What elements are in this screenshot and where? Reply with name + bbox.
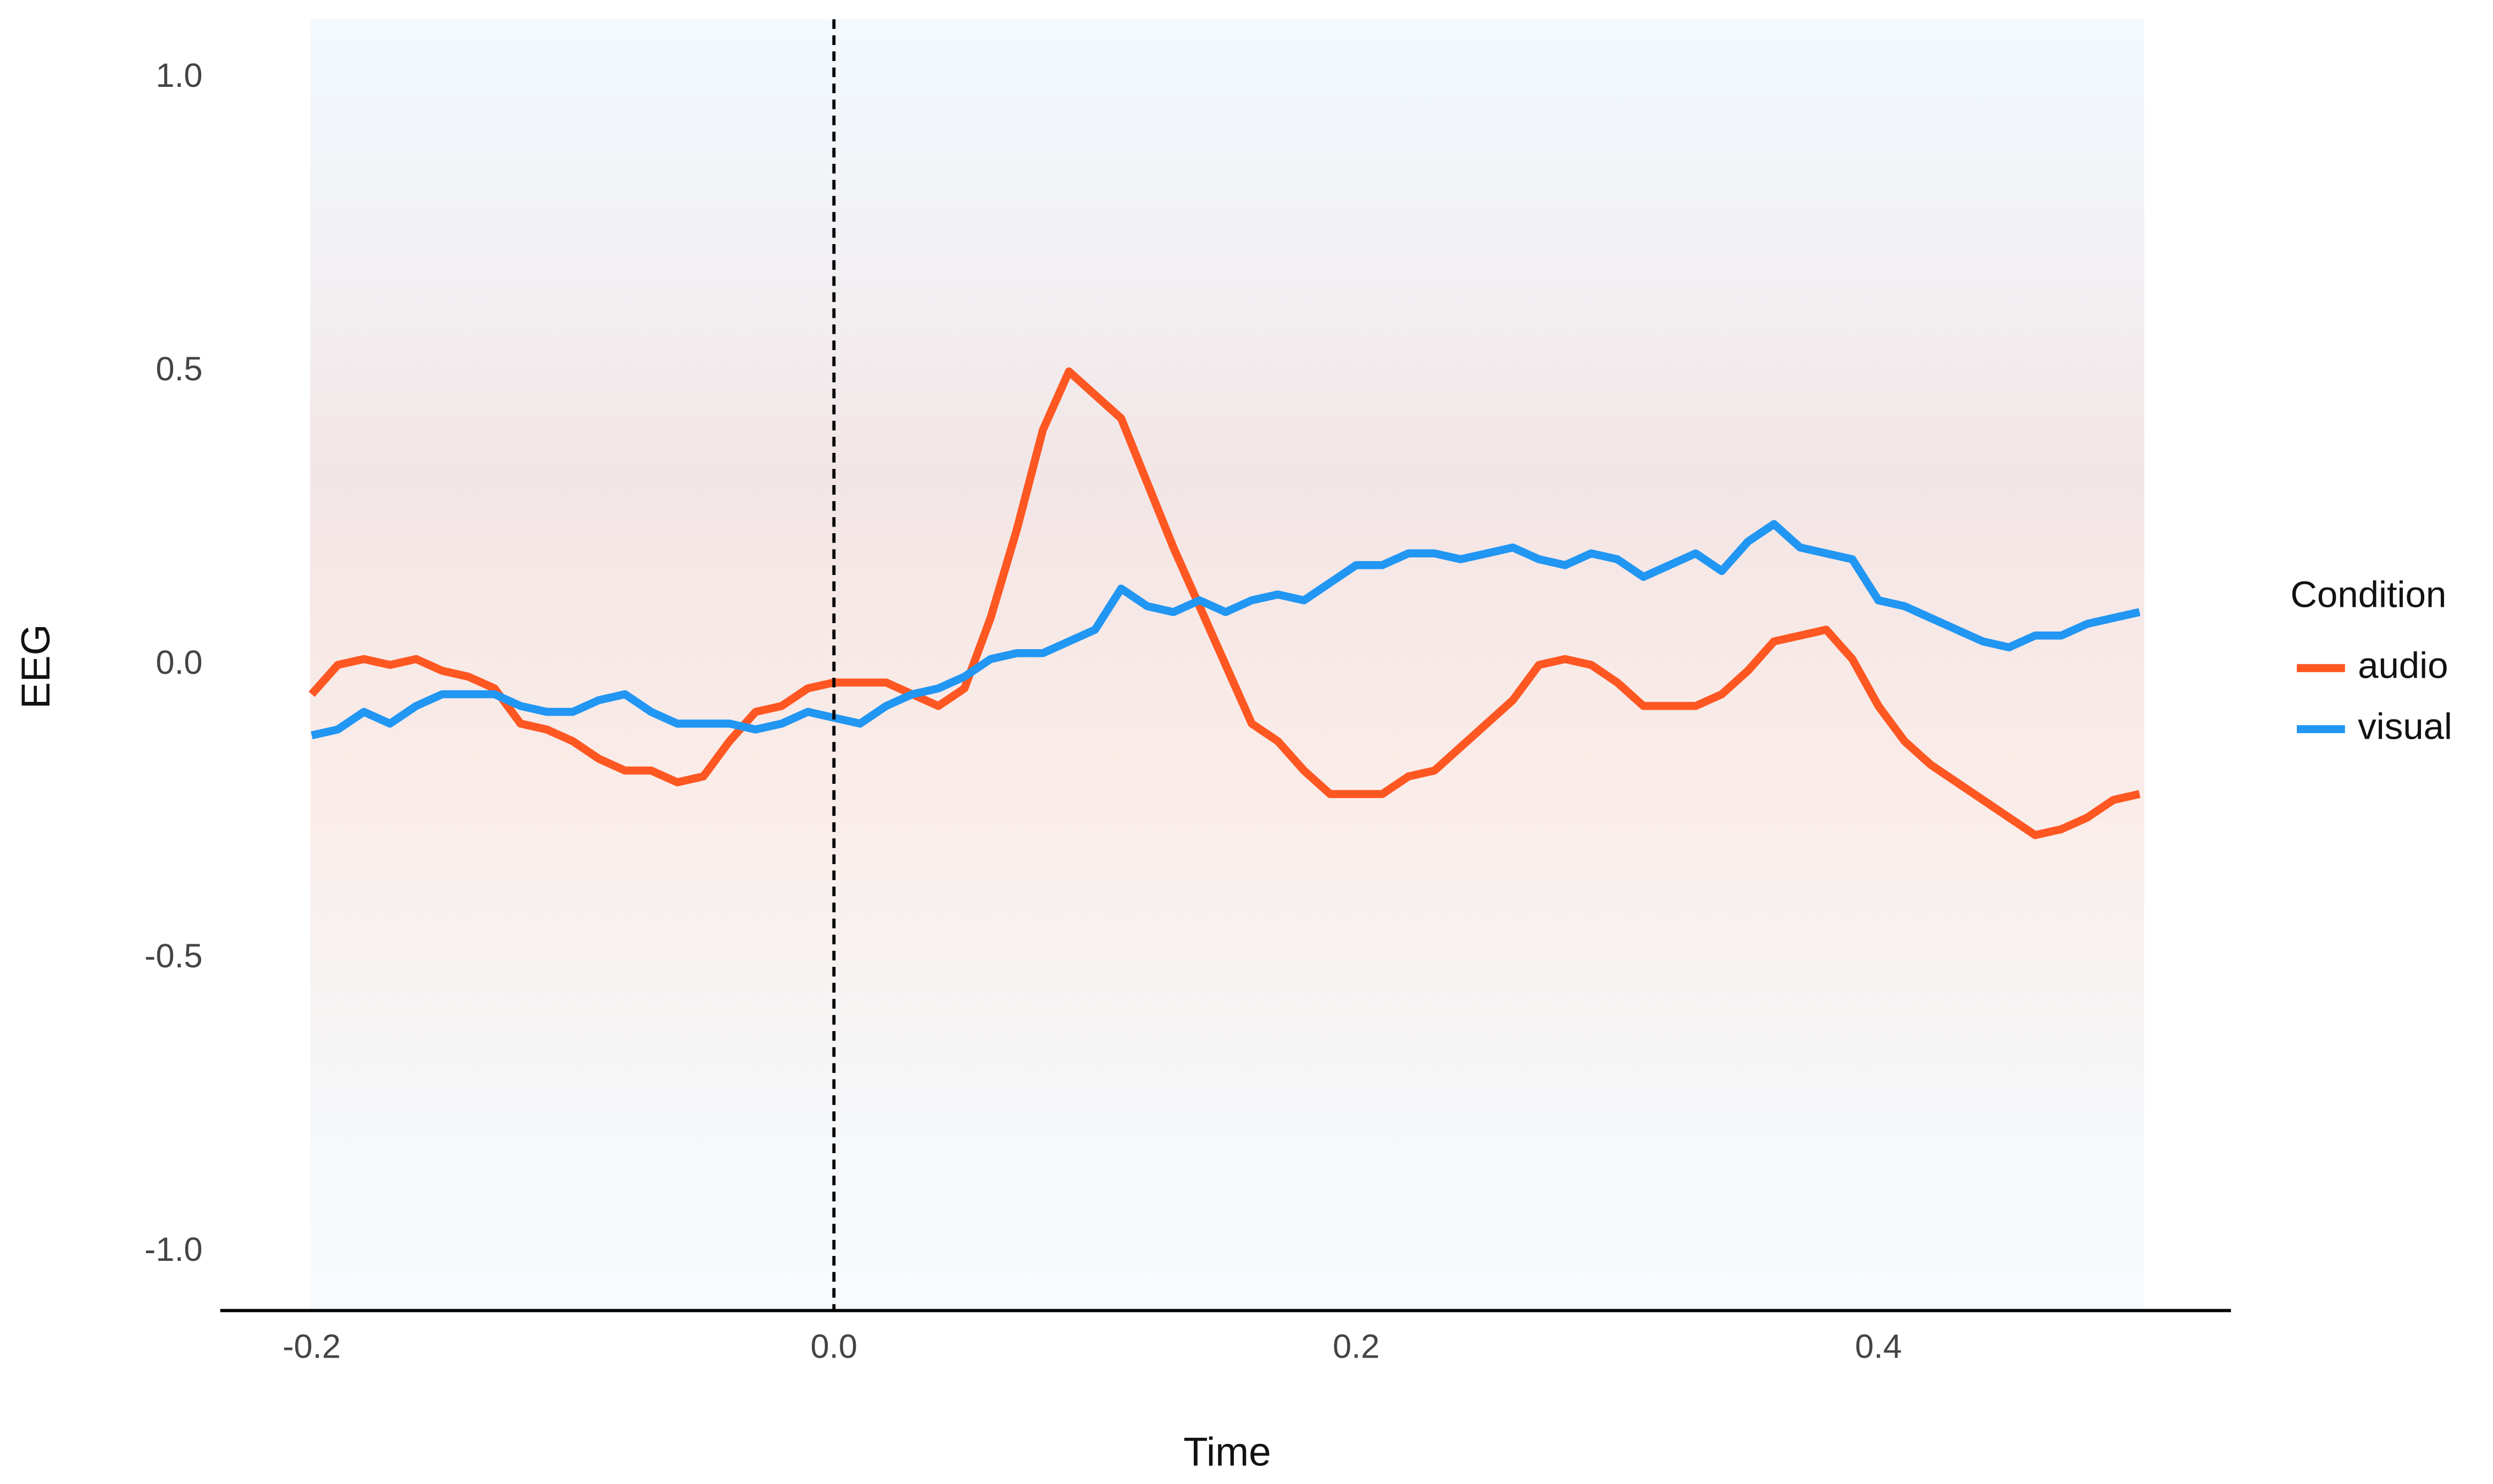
- x-tick-label: 0.0: [811, 1328, 857, 1366]
- legend-label: audio: [2358, 645, 2448, 686]
- plot-area: -1.0 -0.5 0.0 0.5 1.0 -0.2 0.0 0.2 0.4: [145, 19, 2231, 1366]
- y-tick-label: 0.0: [156, 644, 202, 682]
- y-tick-label: -0.5: [145, 937, 203, 975]
- x-tick-label: -0.2: [282, 1328, 341, 1366]
- legend-label: visual: [2358, 706, 2452, 747]
- series-line: [311, 520, 2141, 740]
- y-axis-title: EEG: [14, 624, 58, 709]
- y-tick-label: -1.0: [145, 1231, 203, 1269]
- x-tick-label: 0.2: [1333, 1328, 1380, 1366]
- series-line: [308, 367, 2141, 839]
- y-tick-label: 1.0: [156, 57, 202, 95]
- x-tick-label: 0.4: [1855, 1328, 1902, 1366]
- x-axis-title: Time: [1183, 1430, 1271, 1475]
- y-tick-label: 0.5: [156, 350, 202, 388]
- legend-title: Condition: [2290, 574, 2446, 616]
